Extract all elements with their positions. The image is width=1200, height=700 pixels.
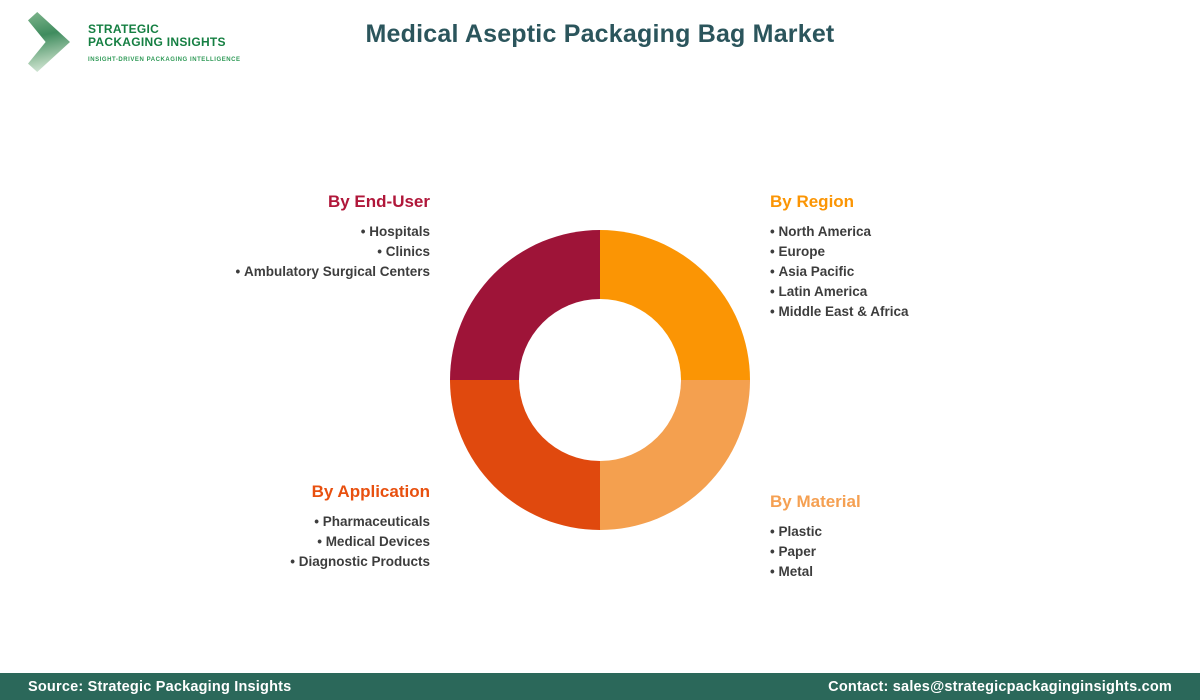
list-item: Medical Devices xyxy=(290,532,430,552)
list-item: Asia Pacific xyxy=(770,262,909,282)
brand-tagline: INSIGHT-DRIVEN PACKAGING INTELLIGENCE xyxy=(88,57,241,63)
category-title-material: By Material xyxy=(770,492,861,511)
list-item: Ambulatory Surgical Centers xyxy=(235,262,430,282)
list-item: North America xyxy=(770,222,909,242)
page-title: Medical Aseptic Packaging Bag Market xyxy=(365,20,835,48)
category-list-region: North America Europe Asia Pacific Latin … xyxy=(770,222,909,322)
category-title-end-user: By End-User xyxy=(327,192,430,211)
footer-contact: Contact: sales@strategicpackaginginsight… xyxy=(828,678,1172,695)
category-block-end-user: By End-User Hospitals Clinics Ambulatory… xyxy=(235,192,430,282)
category-list-end-user: Hospitals Clinics Ambulatory Surgical Ce… xyxy=(235,222,430,282)
list-item: Paper xyxy=(770,542,861,562)
category-list-application: Pharmaceuticals Medical Devices Diagnost… xyxy=(290,512,430,572)
donut-chart xyxy=(450,230,750,530)
donut-hole xyxy=(519,299,681,461)
category-title-region: By Region xyxy=(770,192,855,211)
list-item: Clinics xyxy=(235,242,430,262)
category-block-application: By Application Pharmaceuticals Medical D… xyxy=(290,482,430,572)
footer-bar: Source: Strategic Packaging Insights Con… xyxy=(0,673,1200,700)
brand-name-line2: PACKAGING INSIGHTS xyxy=(88,35,226,49)
brand-name-line1: STRATEGIC xyxy=(88,22,160,36)
list-item: Middle East & Africa xyxy=(770,302,908,322)
list-item: Plastic xyxy=(770,522,861,542)
footer-source: Source: Strategic Packaging Insights xyxy=(28,678,292,695)
category-block-region: By Region North America Europe Asia Paci… xyxy=(770,192,909,322)
list-item: Europe xyxy=(770,242,909,262)
list-item: Hospitals xyxy=(235,222,430,242)
category-block-material: By Material Plastic Paper Metal xyxy=(770,492,861,582)
list-item: Latin America xyxy=(770,282,909,302)
list-item: Metal xyxy=(770,562,861,582)
category-title-application: By Application xyxy=(311,482,430,501)
category-list-material: Plastic Paper Metal xyxy=(770,522,861,582)
brand-text: STRATEGIC PACKAGING INSIGHTS INSIGHT-DRI… xyxy=(88,12,241,64)
list-item: Pharmaceuticals xyxy=(290,512,430,532)
brand-logo: STRATEGIC PACKAGING INSIGHTS INSIGHT-DRI… xyxy=(28,12,241,72)
list-item: Diagnostic Products xyxy=(290,552,430,572)
